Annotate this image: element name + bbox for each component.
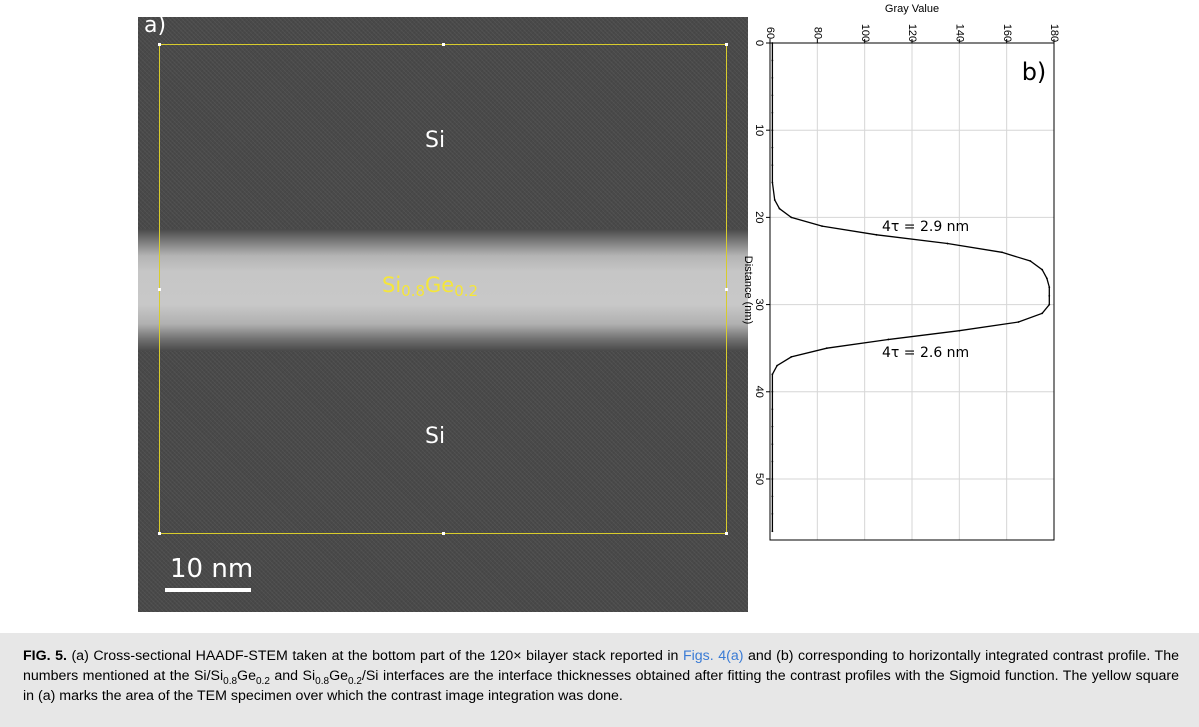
profile-point <box>946 242 949 245</box>
profile-point <box>771 443 774 445</box>
caption-text: /Si interfaces are the interface thickne… <box>23 668 1180 704</box>
profile-point <box>776 364 778 367</box>
profile-point <box>1048 286 1051 289</box>
profile-point <box>771 408 774 411</box>
box-handle <box>158 532 161 535</box>
figure-caption: FIG. 5. (a) Cross-sectional HAADF-STEM t… <box>0 633 1199 727</box>
distance-tick-label: 20 <box>753 211 765 223</box>
middle-layer-label: Si0.8Ge0.2 <box>382 273 479 300</box>
caption-text: Ge <box>329 668 348 684</box>
gray-value-tick-label: 100 <box>859 24 871 42</box>
figure-reference-link[interactable]: Figs. 4(a) <box>682 648 744 664</box>
profile-point <box>1046 277 1048 280</box>
profile-point <box>790 216 793 219</box>
box-handle <box>725 288 728 291</box>
profile-point <box>771 181 774 184</box>
caption-text: and Si <box>269 668 316 684</box>
box-handle <box>158 288 161 291</box>
profile-point <box>771 495 774 498</box>
profile-point <box>771 42 774 44</box>
profile-point <box>771 146 774 149</box>
profile-point <box>958 329 961 332</box>
distance-axis-title: Distance (nm) <box>742 256 754 324</box>
profile-point <box>1048 303 1051 306</box>
profile-point <box>1029 260 1032 262</box>
profile-point <box>771 129 774 132</box>
profile-point <box>790 355 793 358</box>
profile-point <box>771 390 774 393</box>
contrast-profile-chart: 60 80 100 120 140 160 180 0 10 20 30 40 50 Gray Value… <box>742 3 1060 541</box>
gray-value-axis-title: Gray Value <box>885 3 939 15</box>
profile-point <box>771 373 774 376</box>
profile-point <box>771 478 774 480</box>
profile-point <box>1017 321 1020 323</box>
interface-thickness-bottom: 4τ = 2.6 nm <box>882 345 969 361</box>
gray-value-tick-label: 60 <box>764 27 776 39</box>
distance-tick-label: 50 <box>753 473 765 485</box>
box-handle <box>725 43 728 46</box>
figure-label: FIG. 5. <box>23 648 67 664</box>
box-handle <box>442 532 445 535</box>
distance-tick-label: 40 <box>753 386 765 398</box>
box-handle <box>725 532 728 535</box>
caption-text: and (b) corresponding to horizontally in… <box>23 648 1180 684</box>
profile-point <box>825 347 828 350</box>
profile-point <box>1041 268 1044 271</box>
profile-point <box>887 338 890 341</box>
interface-thickness-top: 4τ = 2.9 nm <box>882 219 969 235</box>
gray-value-tick-label: 80 <box>811 27 823 39</box>
gray-value-tick-label: 120 <box>906 24 918 42</box>
caption-text: Ge <box>237 668 256 684</box>
stem-image-panel: a) Si Si0.8Ge0.2 Si 10 nm <box>138 17 748 612</box>
panel-a-label: a) <box>144 17 167 38</box>
profile-point <box>771 164 774 166</box>
sige-bright-layer <box>138 229 748 351</box>
scale-bar-label: 10 nm <box>170 554 254 584</box>
caption-subscript: 0.8 <box>315 675 330 687</box>
profile-point <box>875 233 878 236</box>
gray-value-tick-label: 140 <box>953 24 965 42</box>
profile-point <box>1001 251 1003 254</box>
distance-tick-label: 30 <box>753 298 765 310</box>
profile-point <box>771 76 774 79</box>
top-layer-label: Si <box>425 128 446 153</box>
distance-tick-label: 0 <box>753 40 765 46</box>
box-handle <box>158 43 161 46</box>
profile-point <box>771 94 774 97</box>
bottom-layer-label: Si <box>425 424 446 449</box>
gray-value-tick-label: 160 <box>1001 24 1013 42</box>
profile-point <box>1041 312 1044 315</box>
caption-subscript: 0.2 <box>348 675 362 687</box>
profile-point <box>771 111 774 114</box>
profile-point <box>1048 294 1051 297</box>
profile-point <box>771 59 774 62</box>
profile-point <box>778 207 781 210</box>
profile-point <box>771 512 774 515</box>
caption-text: (a) Cross-sectional HAADF-STEM taken at … <box>66 648 683 664</box>
profile-curve <box>771 43 1050 532</box>
gray-value-tick-label: 180 <box>1048 24 1060 42</box>
box-handle <box>442 43 445 46</box>
distance-tick-label: 10 <box>753 124 765 136</box>
scale-bar <box>165 588 251 592</box>
panel-b-label: b) <box>1022 58 1047 86</box>
profile-point <box>771 460 774 463</box>
contrast-profile-panel: 60 80 100 120 140 160 180 0 10 20 30 40 50 Gray Value… <box>742 0 1082 560</box>
profile-point <box>821 225 823 228</box>
caption-subscript: 0.2 <box>255 675 270 687</box>
caption-subscript: 0.8 <box>223 675 238 687</box>
profile-point <box>771 425 774 428</box>
profile-point <box>771 530 774 533</box>
profile-point <box>773 199 776 201</box>
